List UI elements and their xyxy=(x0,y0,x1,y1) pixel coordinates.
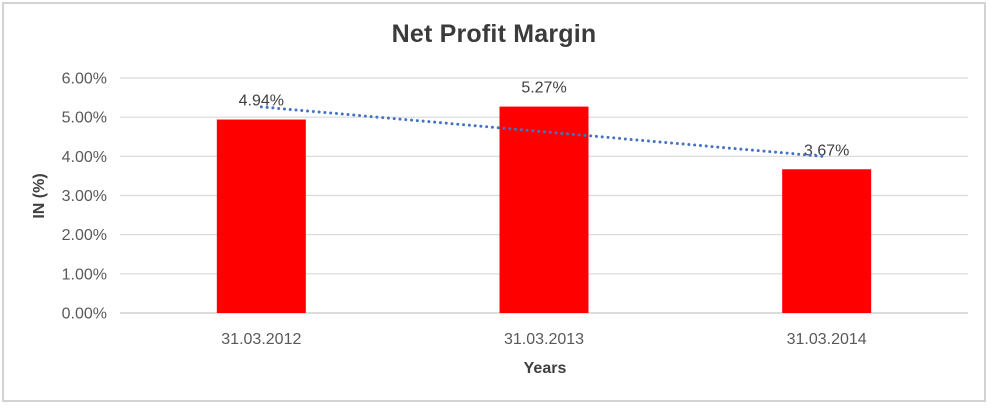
y-tick-label: 1.00% xyxy=(62,266,107,283)
y-tick-label: 6.00% xyxy=(62,71,107,88)
data-label: 5.27% xyxy=(521,80,566,97)
bar[interactable] xyxy=(499,106,589,313)
y-axis-title: IN (%) xyxy=(31,173,48,219)
y-tick-label: 2.00% xyxy=(62,227,107,244)
data-label: 4.94% xyxy=(239,93,284,110)
y-tick-label: 4.00% xyxy=(62,149,107,166)
x-category-label: 31.03.2013 xyxy=(504,331,584,348)
y-tick-label: 3.00% xyxy=(62,188,107,205)
trendline[interactable] xyxy=(259,105,829,159)
chart-title: Net Profit Margin xyxy=(391,20,597,48)
x-category-label: 31.03.2012 xyxy=(221,331,301,348)
y-tick-label: 0.00% xyxy=(62,306,107,323)
x-axis-title: Years xyxy=(523,360,567,377)
x-category-label: 31.03.2014 xyxy=(787,331,867,348)
bar[interactable] xyxy=(216,119,306,314)
chart-border xyxy=(2,2,986,402)
bar[interactable] xyxy=(782,169,872,313)
y-tick-label: 5.00% xyxy=(62,110,107,127)
